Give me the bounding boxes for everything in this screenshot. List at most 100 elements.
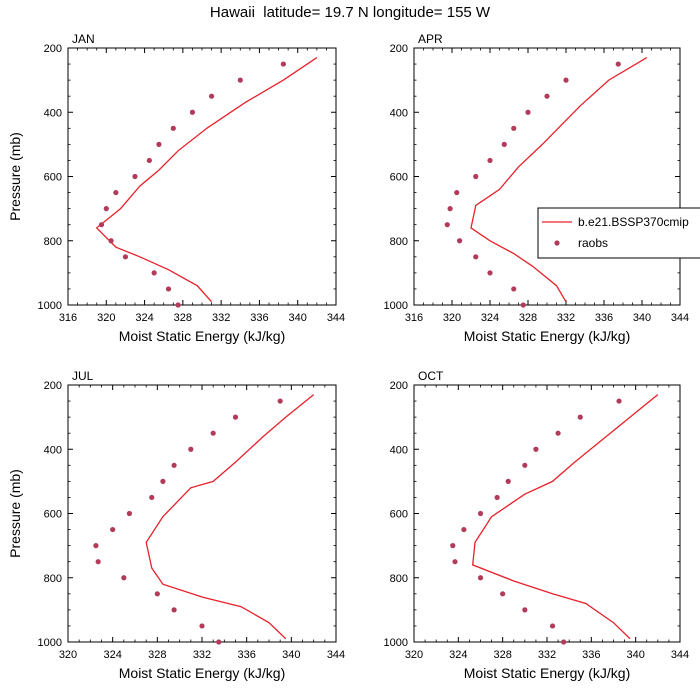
x-tick-label: 324 bbox=[449, 649, 467, 661]
raobs-point bbox=[156, 141, 162, 147]
x-tick-label: 320 bbox=[443, 312, 461, 324]
raobs-point bbox=[544, 93, 550, 99]
raobs-point bbox=[577, 414, 583, 420]
raobs-point bbox=[110, 526, 116, 533]
raobs-point bbox=[477, 510, 484, 517]
raobs-point bbox=[500, 591, 506, 597]
x-axis-label: Moist Static Energy (kJ/kg) bbox=[119, 665, 286, 681]
raobs-point bbox=[171, 462, 177, 468]
raobs-point bbox=[216, 639, 222, 645]
raobs-point bbox=[277, 398, 283, 404]
panel-title-jul: JUL bbox=[72, 369, 94, 383]
raobs-point bbox=[452, 559, 458, 565]
x-tick-label: 344 bbox=[327, 312, 345, 324]
raobs-point bbox=[126, 510, 133, 517]
raobs-point bbox=[616, 398, 622, 404]
raobs-point bbox=[93, 543, 99, 549]
raobs-point bbox=[555, 430, 561, 436]
panel-jul: 320 324 328 332 336 340 344 200 400 600 800 1000 JUL… bbox=[7, 369, 345, 681]
x-tick-label: 332 bbox=[212, 312, 230, 324]
x-tick-label: 320 bbox=[97, 312, 115, 324]
x-tick-label: 324 bbox=[103, 649, 121, 661]
raobs-point bbox=[563, 77, 569, 83]
legend-label-raobs: raobs bbox=[578, 236, 608, 250]
y-tick-label: 600 bbox=[44, 509, 62, 521]
x-tick-label: 328 bbox=[174, 312, 192, 324]
y-tick-label: 200 bbox=[390, 380, 408, 392]
raobs-point bbox=[501, 141, 507, 147]
raobs-point bbox=[520, 302, 526, 308]
x-tick-label: 336 bbox=[582, 649, 600, 661]
raobs-point bbox=[461, 526, 467, 533]
y-tick-label: 800 bbox=[390, 573, 408, 585]
y-tick-label: 200 bbox=[44, 43, 62, 55]
raobs-point bbox=[210, 430, 216, 436]
y-tick-label: 400 bbox=[44, 444, 62, 456]
x-tick-label: 344 bbox=[327, 649, 345, 661]
plot-frame bbox=[413, 384, 681, 643]
raobs-point bbox=[113, 189, 119, 196]
y-tick-label: 800 bbox=[44, 573, 62, 585]
raobs-point bbox=[454, 189, 460, 196]
raobs-point bbox=[175, 302, 181, 308]
raobs-point bbox=[487, 270, 493, 276]
x-tick-label: 340 bbox=[289, 312, 307, 324]
x-tick-label: 320 bbox=[405, 649, 423, 661]
raobs-point bbox=[525, 109, 531, 115]
raobs-point bbox=[122, 254, 129, 260]
raobs-point bbox=[146, 157, 152, 164]
y-tick-label: 1000 bbox=[384, 300, 408, 312]
raobs-point bbox=[160, 478, 166, 484]
y-tick-label: 400 bbox=[44, 107, 62, 119]
raobs-point bbox=[171, 607, 177, 613]
raobs-point bbox=[487, 157, 493, 164]
x-tick-label: 336 bbox=[237, 649, 255, 661]
raobs-point bbox=[189, 109, 196, 115]
raobs-point bbox=[95, 559, 101, 565]
raobs-point bbox=[473, 254, 479, 260]
raobs-point bbox=[511, 286, 517, 292]
x-axis-label: Moist Static Energy (kJ/kg) bbox=[464, 665, 631, 681]
raobs-point bbox=[457, 238, 463, 244]
x-tick-label: 320 bbox=[59, 649, 77, 661]
plot-frame bbox=[67, 47, 337, 306]
raobs-point bbox=[132, 173, 138, 180]
legend-box bbox=[537, 207, 700, 259]
raobs-point bbox=[522, 607, 528, 613]
y-tick-label: 1000 bbox=[38, 300, 62, 312]
raobs-point bbox=[494, 494, 500, 501]
y-tick-label: 400 bbox=[390, 107, 408, 119]
x-tick-label: 340 bbox=[282, 649, 300, 661]
raobs-point bbox=[473, 173, 479, 180]
panel-jan: 316 320 324 328 332 336 340 344 200 400 600 800 1000… bbox=[7, 32, 345, 344]
x-tick-label: 336 bbox=[250, 312, 268, 324]
x-tick-label: 324 bbox=[135, 312, 153, 324]
x-tick-label: 316 bbox=[59, 312, 77, 324]
raobs-point bbox=[280, 61, 286, 67]
y-tick-label: 800 bbox=[390, 236, 408, 248]
y-tick-label: 600 bbox=[44, 172, 62, 184]
y-tick-label: 400 bbox=[390, 444, 408, 456]
raobs-point bbox=[561, 639, 567, 645]
raobs-point bbox=[199, 623, 205, 629]
raobs-point bbox=[151, 270, 157, 276]
x-tick-label: 336 bbox=[595, 312, 613, 324]
series-line-model bbox=[145, 394, 315, 640]
x-tick-label: 340 bbox=[626, 649, 644, 661]
y-tick-label: 1000 bbox=[38, 637, 62, 649]
series-line-model bbox=[472, 394, 659, 640]
panel-oct: 320 324 328 332 336 340 344 200 400 600 800 1000 OCT… bbox=[384, 369, 690, 681]
raobs-point bbox=[615, 61, 621, 67]
panel-title-oct: OCT bbox=[418, 369, 444, 383]
raobs-point bbox=[98, 222, 105, 228]
x-axis-label: Moist Static Energy (kJ/kg) bbox=[119, 328, 286, 344]
raobs-point bbox=[121, 575, 127, 581]
x-tick-label: 324 bbox=[481, 312, 499, 324]
y-tick-label: 200 bbox=[390, 43, 408, 55]
raobs-point bbox=[108, 238, 114, 244]
raobs-point bbox=[522, 462, 528, 468]
raobs-point bbox=[549, 623, 556, 629]
raobs-point bbox=[232, 414, 239, 420]
raobs-point bbox=[149, 494, 155, 501]
y-tick-label: 800 bbox=[44, 236, 62, 248]
